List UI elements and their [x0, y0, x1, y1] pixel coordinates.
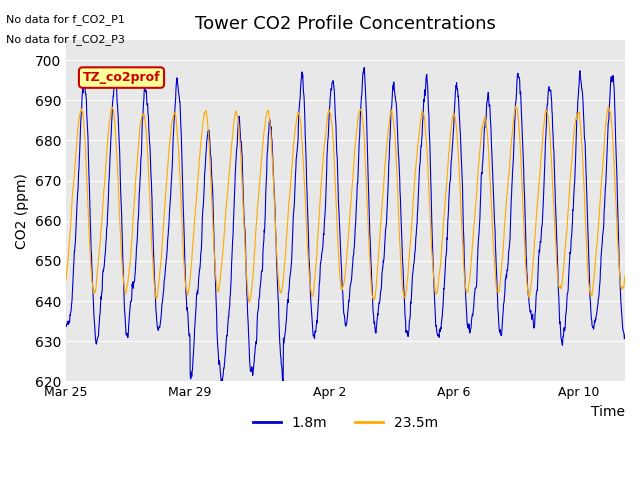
- 1.8m: [621, 333, 629, 338]
- 23.5m: [246, 299, 253, 305]
- Legend: 1.8m, 23.5m: 1.8m, 23.5m: [247, 411, 444, 436]
- 1.8m: [181, 270, 189, 276]
- 1.8m: [444, 214, 452, 219]
- 23.5m: [271, 222, 279, 228]
- Line: 23.5m: 23.5m: [66, 106, 625, 302]
- 1.8m: [293, 147, 301, 153]
- Line: 1.8m: 1.8m: [66, 67, 625, 384]
- 23.5m: [291, 136, 298, 142]
- 23.5m: [293, 114, 301, 120]
- 23.5m: [621, 272, 629, 278]
- 1.8m: [94, 335, 102, 340]
- Text: No data for f_CO2_P1: No data for f_CO2_P1: [6, 14, 125, 25]
- Text: No data for f_CO2_P3: No data for f_CO2_P3: [6, 34, 125, 45]
- Y-axis label: CO2 (ppm): CO2 (ppm): [15, 173, 29, 249]
- 23.5m: [444, 164, 452, 169]
- 1.8m: [291, 201, 298, 206]
- X-axis label: Time: Time: [591, 405, 625, 419]
- 1.8m: [279, 382, 287, 387]
- 1.8m: [62, 323, 70, 329]
- 23.5m: [94, 264, 102, 270]
- 1.8m: [271, 206, 279, 212]
- Text: TZ_co2prof: TZ_co2prof: [83, 71, 160, 84]
- 23.5m: [605, 103, 612, 109]
- 23.5m: [181, 279, 189, 285]
- 23.5m: [62, 278, 70, 284]
- 1.8m: [360, 64, 368, 70]
- Title: Tower CO2 Profile Concentrations: Tower CO2 Profile Concentrations: [195, 15, 496, 33]
